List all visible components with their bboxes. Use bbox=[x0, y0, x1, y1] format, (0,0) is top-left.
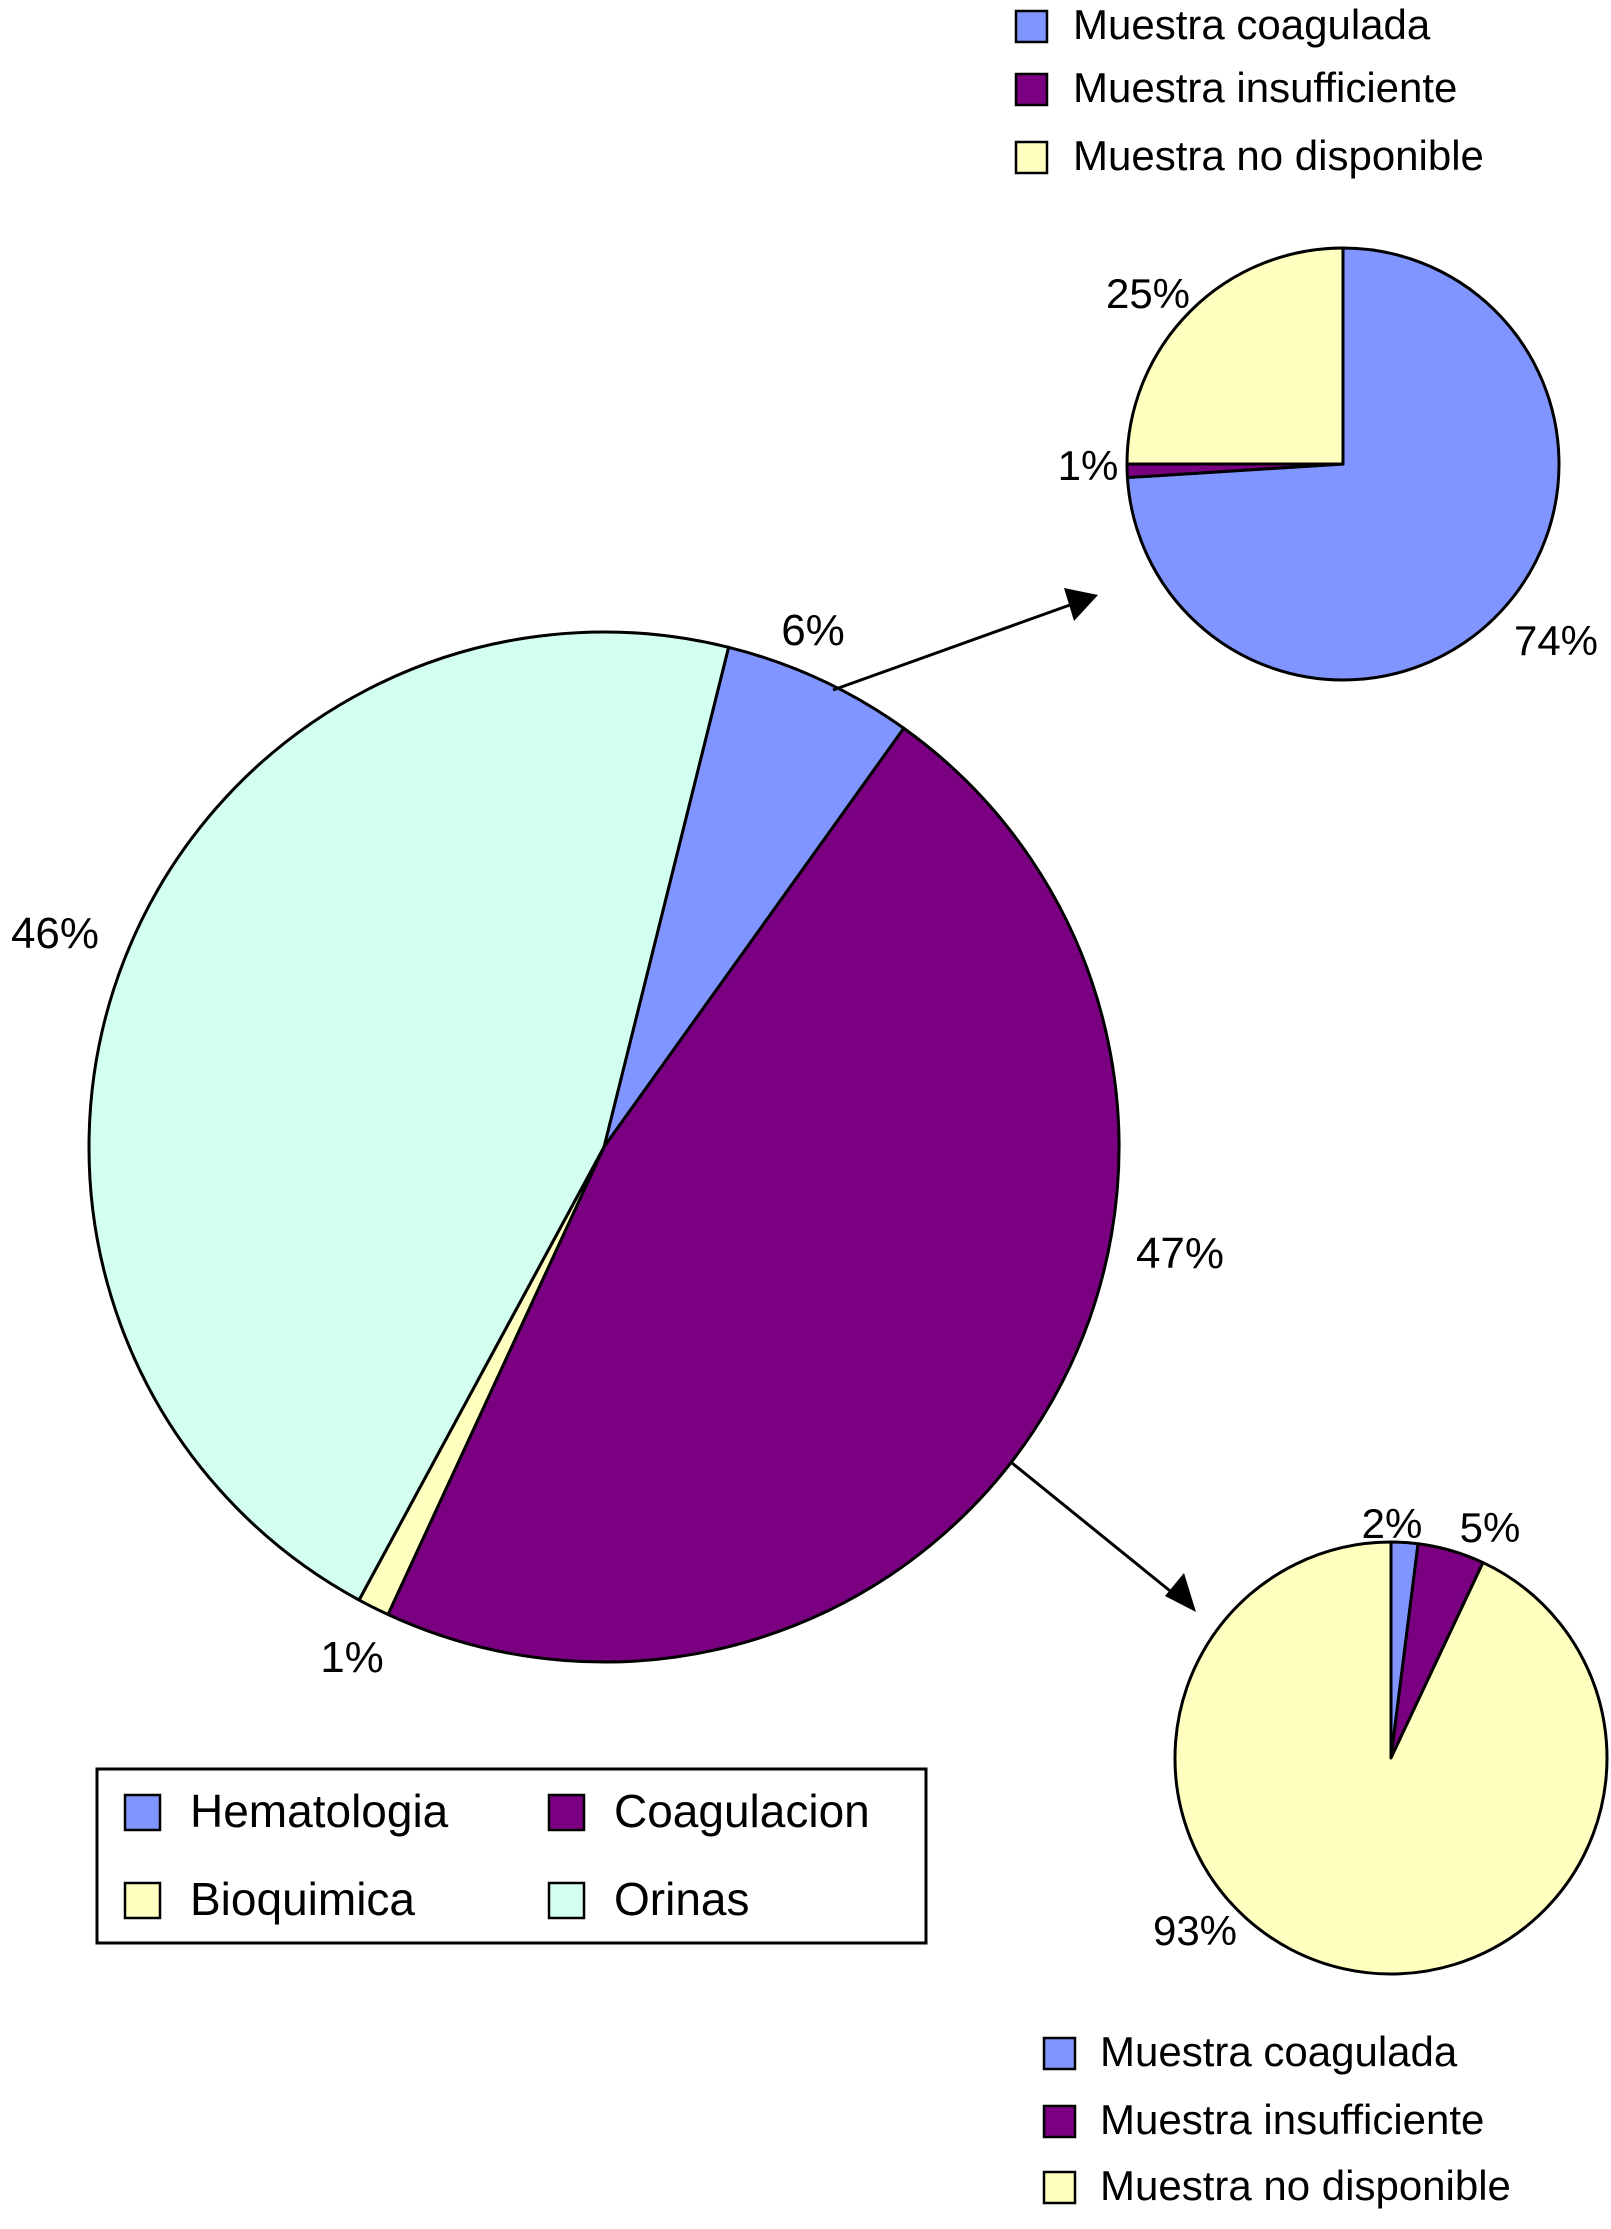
main-slice-coagulacion bbox=[386, 726, 1121, 1664]
main-label-bioquimica: 1% bbox=[320, 1633, 384, 1682]
coagulacion-detail-pie: 2% 5% 93% bbox=[1153, 1500, 1609, 1976]
main-legend-label-orinas: Orinas bbox=[614, 1873, 749, 1925]
main-legend-swatch-coagulacion bbox=[547, 1793, 586, 1832]
top-legend-swatch-insuficiente bbox=[1014, 72, 1049, 107]
main-pie: 6% 47% 1% 46% bbox=[11, 606, 1224, 1682]
main-slice-hematologia bbox=[602, 645, 906, 1149]
bottom-legend-swatch-no-disponible bbox=[1042, 2170, 1077, 2205]
bottom-legend-label-no-disponible: Muestra no disponible bbox=[1100, 2162, 1511, 2209]
hematologia-detail-slice-muestra-no-disponible bbox=[1125, 246, 1345, 466]
bottom-label-insuficiente: 5% bbox=[1460, 1504, 1521, 1551]
top-legend-label-coagulada: Muestra coagulada bbox=[1073, 1, 1431, 48]
main-legend-swatch-bioquimica bbox=[123, 1881, 162, 1920]
bottom-legend-label-insuficiente: Muestra insufficiente bbox=[1100, 2096, 1484, 2143]
main-legend-label-coagulacion: Coagulacion bbox=[614, 1785, 870, 1837]
coagulacion-detail-slice-muestra-no-disponible bbox=[1173, 1540, 1609, 1976]
arrow-to-coagulacion-detail bbox=[1011, 1461, 1186, 1605]
bottom-legend-label-coagulada: Muestra coagulada bbox=[1100, 2028, 1458, 2075]
main-label-coagulacion: 47% bbox=[1136, 1229, 1224, 1278]
main-legend-swatch-orinas bbox=[547, 1881, 586, 1920]
top-legend-swatch-coagulada bbox=[1014, 9, 1049, 44]
bottom-legend: Muestra coagulada Muestra insufficiente … bbox=[1042, 2028, 1511, 2209]
main-legend-box bbox=[95, 1767, 928, 1945]
bottom-label-no-disponible: 93% bbox=[1153, 1907, 1237, 1954]
top-legend-label-insuficiente: Muestra insufficiente bbox=[1073, 64, 1457, 111]
main-legend-label-hematologia: Hematologia bbox=[190, 1785, 449, 1837]
main-label-hematologia: 6% bbox=[781, 606, 845, 655]
main-slice-orinas bbox=[87, 630, 731, 1602]
bottom-label-coagulada: 2% bbox=[1362, 1500, 1423, 1547]
top-label-no-disponible: 25% bbox=[1106, 270, 1190, 317]
bottom-legend-swatch-insuficiente bbox=[1042, 2104, 1077, 2139]
top-legend: Muestra coagulada Muestra insufficiente … bbox=[1014, 1, 1484, 179]
bottom-legend-swatch-coagulada bbox=[1042, 2036, 1077, 2071]
main-legend-label-bioquimica: Bioquimica bbox=[190, 1873, 415, 1925]
top-legend-swatch-no-disponible bbox=[1014, 140, 1049, 175]
top-label-coagulada: 74% bbox=[1514, 617, 1598, 664]
arrow-to-hematologia-detail bbox=[832, 594, 1096, 692]
top-label-insuficiente: 1% bbox=[1058, 442, 1119, 489]
top-legend-label-no-disponible: Muestra no disponible bbox=[1073, 132, 1484, 179]
main-legend: Hematologia Coagulacion Bioquimica Orina… bbox=[95, 1767, 928, 1945]
main-legend-swatch-hematologia bbox=[123, 1793, 162, 1832]
main-label-orinas: 46% bbox=[11, 909, 99, 958]
arrow-head-top bbox=[1064, 588, 1098, 621]
arrow-head-bottom bbox=[1165, 1573, 1196, 1612]
hematologia-detail-pie: 25% 1% 74% bbox=[1058, 246, 1598, 682]
